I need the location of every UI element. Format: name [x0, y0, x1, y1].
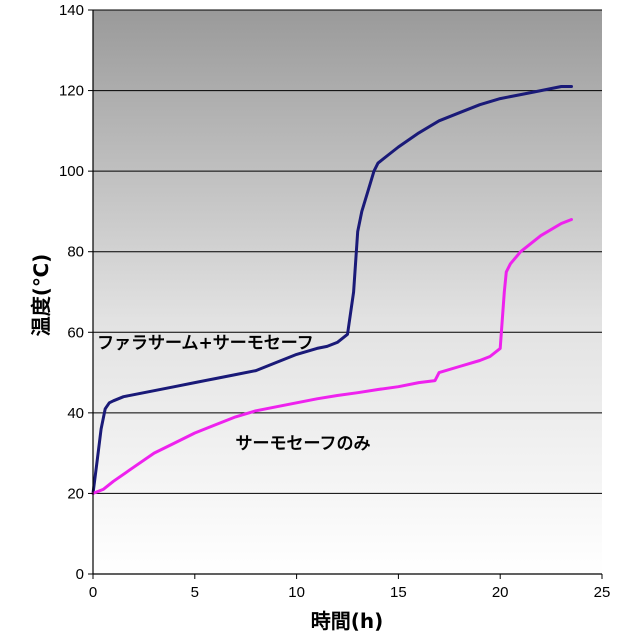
y-tick-label: 60 [67, 324, 84, 341]
series-line-1 [91, 85, 573, 495]
x-tick-label: 10 [288, 584, 305, 601]
y-tick-label: 100 [59, 163, 84, 180]
y-tick-label: 20 [67, 485, 84, 502]
y-tick-label: 40 [67, 405, 84, 422]
series-annotation-2: サーモセーフのみ [236, 434, 371, 454]
y-axis-title: 温度(℃) [29, 254, 53, 337]
series-line-2 [91, 218, 573, 495]
tick-labels: 0 20 40 60 80 100 120 140 0 5 10 15 20 25 [59, 2, 610, 601]
x-axis-title: 時間(h) [311, 609, 384, 633]
x-tick-label: 20 [492, 584, 509, 601]
x-tick-label: 0 [89, 584, 97, 601]
y-tick-label: 0 [76, 566, 84, 583]
x-tick-label: 15 [390, 584, 407, 601]
y-tick-label: 140 [59, 2, 84, 19]
series-group [91, 85, 573, 495]
axes [88, 9, 603, 579]
plot-area [93, 10, 602, 574]
y-tick-label: 120 [59, 83, 84, 100]
x-tick-label: 5 [191, 584, 199, 601]
series-annotation-1: ファラサーム+サーモセーフ [97, 333, 314, 353]
x-tick-label: 25 [594, 584, 611, 601]
y-tick-label: 80 [67, 244, 84, 261]
